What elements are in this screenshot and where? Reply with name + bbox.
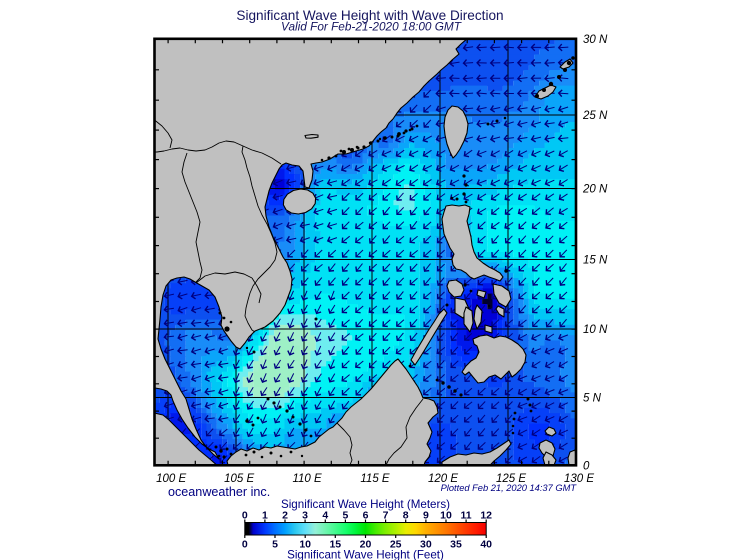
svg-text:10 N: 10 N bbox=[583, 324, 608, 336]
svg-text:35: 35 bbox=[450, 539, 462, 551]
svg-text:12: 12 bbox=[480, 510, 492, 522]
svg-text:3: 3 bbox=[302, 510, 308, 522]
svg-text:20 N: 20 N bbox=[582, 184, 608, 196]
svg-text:15 N: 15 N bbox=[583, 255, 608, 267]
svg-text:oceanweather inc.: oceanweather inc. bbox=[168, 485, 270, 499]
svg-text:105 E: 105 E bbox=[224, 473, 254, 485]
svg-text:15: 15 bbox=[329, 539, 341, 551]
svg-text:9: 9 bbox=[423, 510, 429, 522]
svg-text:2: 2 bbox=[282, 510, 288, 522]
svg-text:110 E: 110 E bbox=[292, 473, 322, 485]
svg-text:5: 5 bbox=[342, 510, 348, 522]
svg-text:40: 40 bbox=[480, 539, 492, 551]
svg-text:Valid For Feb-21-2020 18:00 GM: Valid For Feb-21-2020 18:00 GMT bbox=[281, 20, 462, 34]
svg-text:1: 1 bbox=[262, 510, 268, 522]
svg-text:10: 10 bbox=[440, 510, 452, 522]
svg-text:5 N: 5 N bbox=[583, 393, 602, 405]
svg-text:10: 10 bbox=[299, 539, 311, 551]
svg-text:Significant Wave Height with W: Significant Wave Height with Wave Direct… bbox=[236, 8, 503, 23]
svg-text:5: 5 bbox=[272, 539, 278, 551]
svg-text:120 E: 120 E bbox=[428, 473, 458, 485]
svg-text:25: 25 bbox=[390, 539, 402, 551]
svg-text:100 E: 100 E bbox=[156, 473, 186, 485]
svg-text:11: 11 bbox=[461, 510, 472, 522]
svg-text:30: 30 bbox=[420, 539, 432, 551]
svg-text:130 E: 130 E bbox=[564, 473, 594, 485]
svg-text:20: 20 bbox=[360, 539, 372, 551]
svg-text:30 N: 30 N bbox=[583, 34, 608, 46]
svg-text:Plotted Feb 21, 2020 14:37 GMT: Plotted Feb 21, 2020 14:37 GMT bbox=[441, 483, 578, 493]
svg-text:Significant Wave Height (Feet): Significant Wave Height (Feet) bbox=[287, 549, 444, 560]
svg-text:0: 0 bbox=[242, 539, 248, 551]
svg-text:7: 7 bbox=[383, 510, 389, 522]
svg-text:8: 8 bbox=[403, 510, 409, 522]
svg-text:25 N: 25 N bbox=[582, 110, 608, 122]
svg-text:Significant Wave Height (Meter: Significant Wave Height (Meters) bbox=[281, 498, 450, 511]
svg-text:115 E: 115 E bbox=[360, 473, 390, 485]
svg-text:6: 6 bbox=[363, 510, 369, 522]
svg-text:125 E: 125 E bbox=[496, 473, 526, 485]
svg-text:0: 0 bbox=[583, 460, 590, 472]
svg-text:4: 4 bbox=[322, 510, 328, 522]
svg-text:0: 0 bbox=[242, 510, 248, 522]
